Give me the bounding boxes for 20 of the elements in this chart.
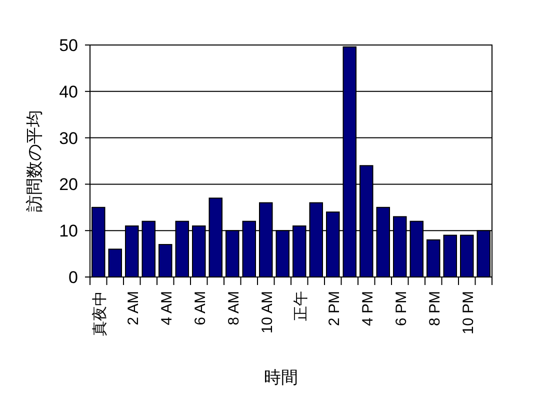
y-axis-title: 訪問数の平均 [25, 110, 44, 212]
x-tick-label: 正午 [292, 291, 310, 321]
y-tick-label: 40 [59, 82, 78, 102]
y-tick-label: 0 [68, 268, 78, 287]
x-tick-label: 8 AM [225, 291, 242, 326]
x-tick-label: 6 PM [392, 291, 410, 326]
x-tick-label: 10 AM [258, 291, 276, 334]
x-tick-label: 2 AM [124, 291, 142, 326]
x-tick-label: 4 AM [158, 291, 176, 326]
x-tick-label: 2 PM [326, 291, 343, 326]
x-tick-label: 6 AM [192, 291, 209, 326]
x-axis-title: 時間 [264, 368, 298, 387]
x-tick-label: 8 PM [426, 291, 444, 326]
y-tick-label: 10 [59, 222, 78, 241]
x-tick-label: 4 PM [359, 291, 376, 326]
y-tick-label: 20 [59, 175, 78, 194]
y-tick-label: 30 [59, 128, 78, 148]
y-tick-label: 50 [59, 36, 78, 55]
x-tick-label: 10 PM [460, 291, 477, 334]
x-tick-label: 真夜中 [91, 291, 108, 336]
